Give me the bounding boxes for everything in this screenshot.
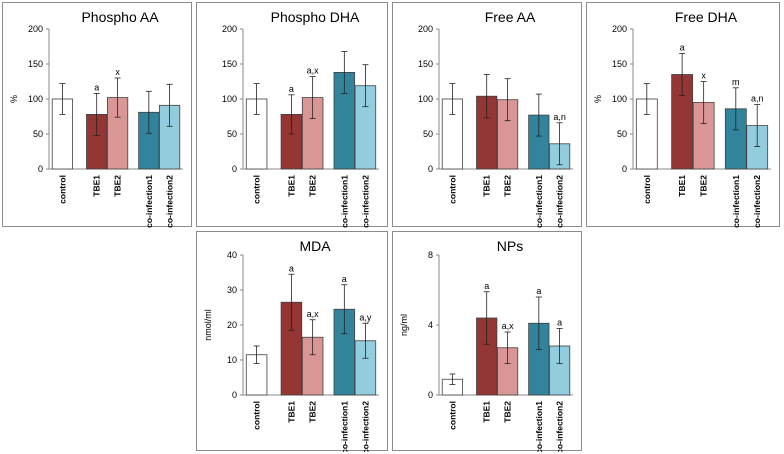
chart-title: Phospho DHA xyxy=(271,9,360,25)
category-label-control: control xyxy=(252,175,262,204)
chart-svg-nps: NPs ng/ml 0 4 8 control a TBE1 a,x TBE2 a co-infect… xyxy=(399,238,573,452)
chart-panel-phospho-aa: Phospho AA% 0 50 100 150 200 control a TBE1 x TBE2… xyxy=(2,2,192,228)
y-tick-label: 4 xyxy=(428,320,433,330)
y-axis-label: % xyxy=(9,95,19,103)
category-label-co-infection2: co-infection2 xyxy=(165,175,175,228)
category-label-control: control xyxy=(57,175,67,204)
y-tick-label: 0 xyxy=(232,164,237,174)
category-label-tbe1: TBE1 xyxy=(482,175,492,197)
category-label-tbe2: TBE2 xyxy=(699,175,709,197)
category-label-co-infection2: co-infection2 xyxy=(555,175,565,228)
y-tick-label: 50 xyxy=(227,129,237,139)
category-label-co-infection1: co-infection1 xyxy=(534,401,544,452)
category-label-tbe2: TBE2 xyxy=(113,175,123,197)
category-label-control: control xyxy=(447,175,457,204)
category-label-co-infection1: co-infection1 xyxy=(731,175,741,228)
chart-panel-mda: MDA nmol/ml 0 10 20 30 40 control a TBE1 a,x TBE2 a c… xyxy=(196,231,388,452)
chart-svg-free-dha: Free DHA% 0 50 100 150 200 control a TBE1 x TBE2 m c… xyxy=(593,9,771,228)
category-label-tbe1: TBE1 xyxy=(677,175,687,197)
category-label-control: control xyxy=(447,401,457,430)
y-tick-label: 10 xyxy=(227,355,237,365)
chart-svg-phospho-dha: Phospho DHA 0 50 100 150 200 control a TBE1 a,x TB… xyxy=(222,9,379,228)
y-tick-label: 200 xyxy=(418,24,433,34)
category-label-co-infection1: co-infection1 xyxy=(339,401,349,452)
y-tick-label: 40 xyxy=(227,250,237,260)
y-axis-label: % xyxy=(593,95,603,103)
category-label-tbe1: TBE1 xyxy=(286,401,296,423)
significance-label: a xyxy=(342,274,347,284)
y-tick-label: 0 xyxy=(38,164,43,174)
category-label-co-infection1: co-infection1 xyxy=(144,175,154,228)
category-label-co-infection2: co-infection2 xyxy=(360,175,370,228)
category-label-tbe2: TBE2 xyxy=(308,401,318,423)
chart-panel-phospho-dha: Phospho DHA 0 50 100 150 200 control a TBE1 a,x TB… xyxy=(196,2,388,228)
chart-panel-free-aa: Free AA 0 50 100 150 200 control TBE1 TBE2 co-inf… xyxy=(392,2,582,228)
chart-title: Phospho AA xyxy=(81,9,159,25)
significance-label: m xyxy=(732,77,740,87)
y-tick-label: 50 xyxy=(423,129,433,139)
significance-label: a,x xyxy=(502,321,515,331)
chart-title: NPs xyxy=(497,238,523,254)
y-tick-label: 0 xyxy=(622,164,627,174)
significance-label: a,n xyxy=(751,94,764,104)
y-tick-label: 20 xyxy=(227,320,237,330)
significance-label: a xyxy=(289,263,294,273)
significance-label: a xyxy=(680,43,685,53)
significance-label: x xyxy=(701,71,706,81)
y-tick-label: 150 xyxy=(222,59,237,69)
significance-label: a,x xyxy=(307,66,320,76)
y-axis-label: ng/ml xyxy=(399,314,409,336)
y-tick-label: 150 xyxy=(28,59,43,69)
y-tick-label: 100 xyxy=(222,94,237,104)
category-label-co-infection1: co-infection1 xyxy=(339,175,349,228)
significance-label: a xyxy=(536,286,541,296)
significance-label: a xyxy=(94,82,99,92)
y-tick-label: 150 xyxy=(418,59,433,69)
chart-svg-free-aa: Free AA 0 50 100 150 200 control TBE1 TBE2 co-inf… xyxy=(418,9,573,228)
category-label-co-infection2: co-infection2 xyxy=(360,401,370,452)
y-tick-label: 100 xyxy=(28,94,43,104)
y-tick-label: 50 xyxy=(33,129,43,139)
chart-svg-phospho-aa: Phospho AA% 0 50 100 150 200 control a TBE1 x TBE2… xyxy=(9,9,183,228)
significance-label: a,n xyxy=(553,112,566,122)
y-tick-label: 200 xyxy=(612,24,627,34)
chart-title: Free AA xyxy=(485,9,536,25)
category-label-control: control xyxy=(252,401,262,430)
chart-panel-free-dha: Free DHA% 0 50 100 150 200 control a TBE1 x TBE2 m c… xyxy=(586,2,780,228)
y-tick-label: 50 xyxy=(617,129,627,139)
y-tick-label: 0 xyxy=(428,164,433,174)
y-tick-label: 8 xyxy=(428,250,433,260)
category-label-tbe1: TBE1 xyxy=(482,401,492,423)
y-tick-label: 100 xyxy=(612,94,627,104)
y-tick-label: 200 xyxy=(28,24,43,34)
y-tick-label: 200 xyxy=(222,24,237,34)
category-label-co-infection1: co-infection1 xyxy=(534,175,544,228)
category-label-co-infection2: co-infection2 xyxy=(555,401,565,452)
chart-panel-nps: NPs ng/ml 0 4 8 control a TBE1 a,x TBE2 a co-infect… xyxy=(392,231,582,452)
y-tick-label: 150 xyxy=(612,59,627,69)
y-tick-label: 30 xyxy=(227,285,237,295)
category-label-tbe2: TBE2 xyxy=(503,175,513,197)
y-axis-label: nmol/ml xyxy=(203,309,213,341)
significance-label: x xyxy=(115,67,120,77)
y-tick-label: 100 xyxy=(418,94,433,104)
category-label-tbe2: TBE2 xyxy=(308,175,318,197)
significance-label: a xyxy=(484,281,489,291)
category-label-co-infection2: co-infection2 xyxy=(752,175,762,228)
category-label-control: control xyxy=(642,175,652,204)
chart-title: Free DHA xyxy=(675,9,738,25)
y-tick-label: 0 xyxy=(232,390,237,400)
y-tick-label: 0 xyxy=(428,390,433,400)
significance-label: a,x xyxy=(307,309,320,319)
significance-label: a,y xyxy=(359,312,372,322)
significance-label: a xyxy=(289,84,294,94)
category-label-tbe1: TBE1 xyxy=(286,175,296,197)
category-label-tbe1: TBE1 xyxy=(92,175,102,197)
chart-title: MDA xyxy=(299,238,331,254)
significance-label: a xyxy=(557,318,562,328)
category-label-tbe2: TBE2 xyxy=(503,401,513,423)
chart-svg-mda: MDA nmol/ml 0 10 20 30 40 control a TBE1 a,x TBE2 a c… xyxy=(203,238,379,452)
